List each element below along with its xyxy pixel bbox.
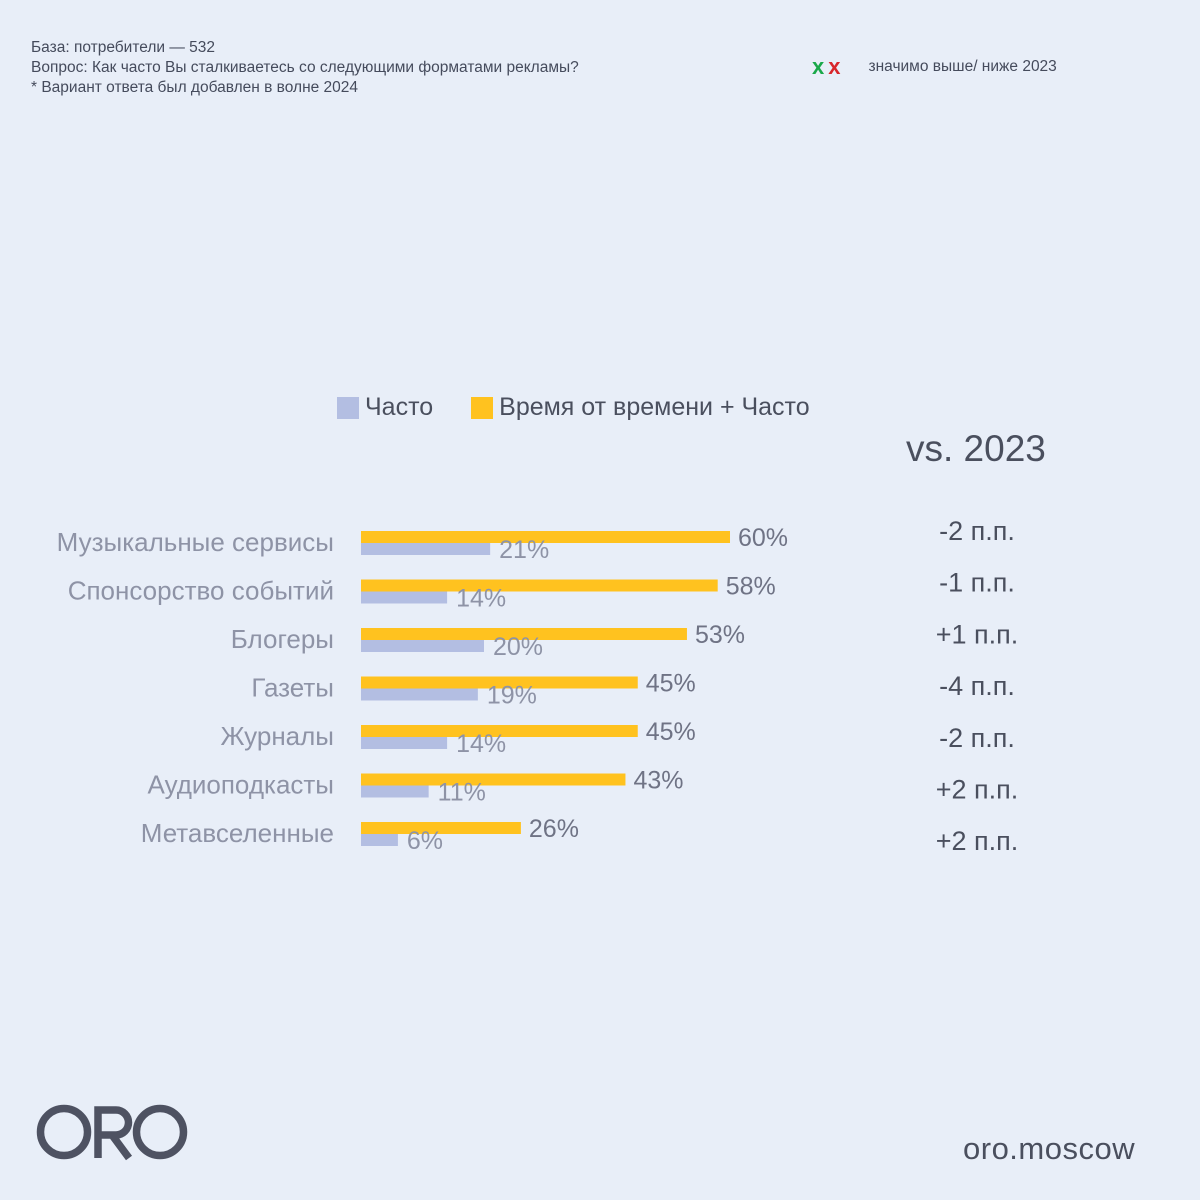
bar-often — [361, 834, 398, 846]
vs-2023-delta: +1 п.п. — [936, 619, 1019, 649]
footnote: * Вариант ответа был добавлен в волне 20… — [31, 79, 359, 96]
bar-often — [361, 785, 429, 798]
data-label-often: 21% — [499, 536, 549, 564]
vs-2023-delta: -2 п.п. — [939, 723, 1015, 753]
question-note: Вопрос: Как часто Вы сталкиваетесь со сл… — [31, 59, 579, 76]
category-label: Журналы — [220, 721, 334, 751]
category-label: Музыкальные сервисы — [57, 527, 334, 557]
bar-often — [361, 737, 448, 749]
bar-sometimes-often — [361, 531, 730, 543]
site-url: oro.moscow — [963, 1131, 1136, 1166]
data-label-often: 14% — [456, 585, 506, 613]
bar-often — [361, 688, 478, 701]
notes: База: потребители — 532 Вопрос: Как част… — [31, 38, 579, 98]
vs-2023-delta: -1 п.п. — [939, 568, 1015, 598]
bar-sometimes-often — [361, 822, 521, 834]
bar-often — [361, 591, 448, 604]
legend-swatch-often — [337, 396, 359, 419]
legend-label-often: Часто — [365, 393, 434, 421]
bar-sometimes-often — [361, 773, 626, 786]
data-label-often: 14% — [456, 730, 506, 758]
category-label: Блогеры — [231, 624, 334, 654]
vs-2023-delta: +2 п.п. — [936, 826, 1019, 856]
vs-2023-delta: -2 п.п. — [939, 516, 1015, 546]
data-label-sometimes-often: 58% — [726, 573, 776, 601]
significance-legend-text: значимо выше/ ниже 2023 — [868, 58, 1057, 75]
legend-item-sometimes-often: Время от времени + Часто — [471, 393, 810, 422]
vs-2023-delta: -4 п.п. — [939, 671, 1015, 701]
category-label: Спонсорство событий — [68, 576, 334, 606]
bar-often — [361, 640, 484, 652]
significant-higher-mark: x — [812, 54, 825, 79]
oro-logo — [36, 1104, 188, 1161]
legend-item-often: Часто — [337, 393, 433, 422]
data-label-sometimes-often: 26% — [529, 815, 579, 843]
legend-swatch-sometimes-often — [471, 396, 494, 419]
legend-label-sometimes-often: Время от времени + Часто — [499, 393, 810, 421]
data-label-sometimes-often: 45% — [646, 670, 696, 698]
data-label-often: 6% — [407, 827, 443, 855]
data-label-often: 20% — [493, 633, 543, 661]
base-note: База: потребители — 532 — [31, 39, 216, 56]
category-label: Аудиоподкасты — [148, 770, 334, 800]
bar-sometimes-often — [361, 676, 638, 689]
vs-2023-delta: +2 п.п. — [936, 775, 1019, 805]
significant-lower-mark: x — [828, 54, 841, 79]
bar-often — [361, 543, 491, 555]
data-label-sometimes-often: 45% — [646, 718, 696, 746]
significance-legend: x x значимо выше/ ниже 2023 — [812, 54, 1057, 80]
category-label: Метавселенные — [141, 818, 334, 848]
category-label: Газеты — [251, 673, 334, 703]
data-label-sometimes-often: 60% — [738, 524, 788, 552]
data-label-often: 11% — [438, 779, 486, 807]
bar-sometimes-often — [361, 725, 638, 737]
data-label-often: 19% — [487, 682, 537, 710]
data-label-sometimes-often: 53% — [695, 621, 745, 649]
chart-legend: Часто Время от времени + Часто — [337, 393, 810, 422]
vs-2023-title: vs. 2023 — [906, 428, 1046, 469]
data-label-sometimes-often: 43% — [633, 767, 683, 795]
bar-sometimes-often — [361, 579, 718, 592]
bar-sometimes-often — [361, 628, 687, 640]
